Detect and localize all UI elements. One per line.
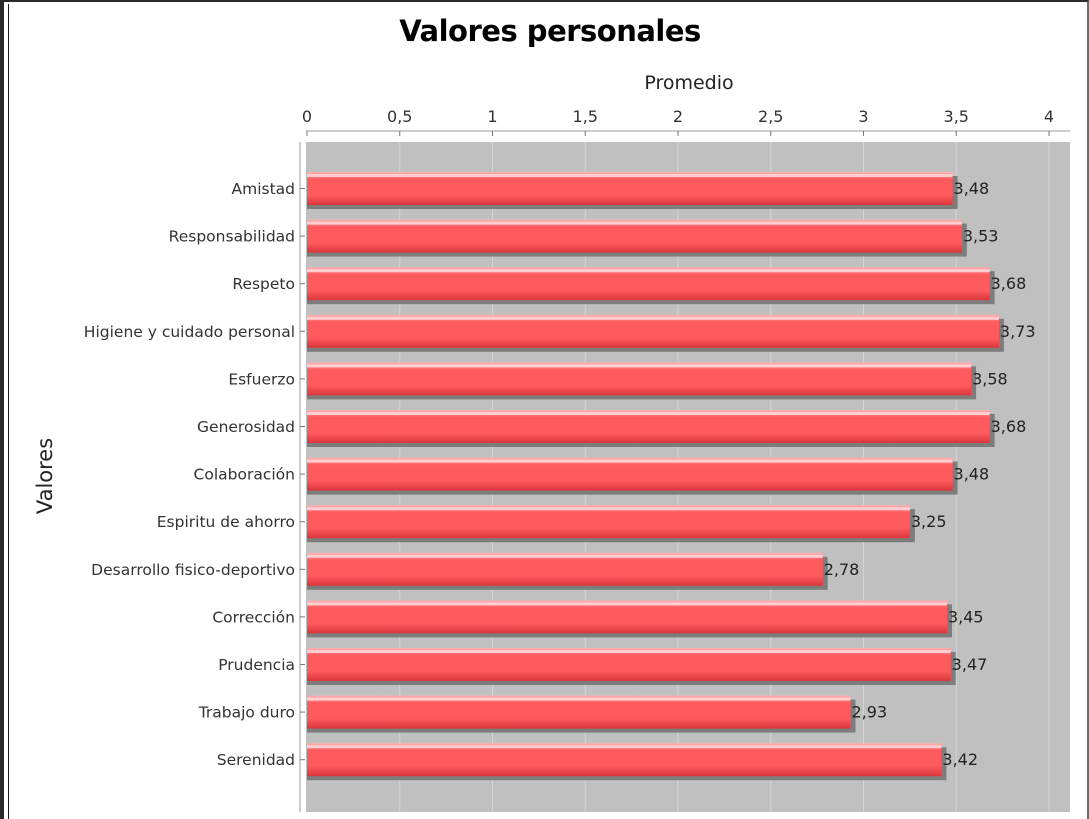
value-label: 3,42	[942, 750, 978, 769]
category-label: Colaboración	[194, 466, 295, 484]
bar	[307, 267, 990, 301]
x-tick-label: 4	[1044, 107, 1054, 126]
category-label: Amistad	[232, 180, 296, 198]
category-label: Responsabilidad	[169, 228, 295, 246]
x-tick-label: 2,5	[758, 107, 783, 126]
value-label: 3,53	[963, 227, 999, 246]
bar-highlight	[307, 221, 962, 225]
bar-highlight	[307, 697, 851, 701]
category-label: Trabajo duro	[198, 704, 295, 722]
bar	[307, 743, 942, 777]
bar	[307, 219, 962, 253]
value-label: 3,68	[991, 417, 1027, 436]
x-tick-label: 0	[302, 107, 312, 126]
bar	[307, 552, 823, 586]
value-label: 3,45	[948, 607, 984, 626]
bar-highlight	[307, 316, 999, 320]
bar	[307, 172, 953, 205]
frame-divider	[8, 4, 9, 819]
category-label: Respeto	[232, 275, 295, 293]
category-label: Prudencia	[218, 656, 295, 674]
bar-highlight	[307, 507, 910, 511]
bar	[307, 362, 972, 396]
value-label: 3,48	[954, 465, 990, 484]
x-tick-label: 3,5	[944, 107, 969, 126]
bar-highlight	[307, 602, 947, 606]
bar	[307, 695, 851, 729]
bar	[307, 648, 951, 681]
category-label: Desarrollo fisico-deportivo	[91, 561, 295, 579]
bar	[307, 457, 953, 491]
x-tick-label: 2	[673, 107, 683, 126]
value-label: 3,58	[972, 369, 1008, 388]
value-label: 3,73	[1000, 322, 1036, 341]
bar-highlight	[307, 459, 953, 463]
category-label: Serenidad	[217, 751, 295, 769]
x-tick-label: 0,5	[387, 107, 412, 126]
value-label: 3,48	[954, 179, 990, 198]
x-axis-label: Promedio	[644, 72, 734, 94]
value-label: 2,78	[824, 560, 860, 579]
bar-highlight	[307, 745, 942, 749]
x-tick-label: 1,5	[573, 107, 598, 126]
value-label: 3,68	[991, 274, 1027, 293]
category-label: Higiene y cuidado personal	[84, 323, 295, 341]
category-label: Espiritu de ahorro	[157, 513, 295, 531]
category-label: Corrección	[212, 608, 295, 626]
x-tick-label: 3	[858, 107, 868, 126]
bar-highlight	[307, 650, 951, 653]
value-label: 2,93	[852, 703, 888, 722]
bar-highlight	[307, 412, 990, 415]
bar	[307, 600, 947, 634]
chart-title: Valores personales	[399, 14, 701, 48]
bar-highlight	[307, 364, 972, 368]
category-label: Generosidad	[197, 418, 295, 436]
bar	[307, 505, 910, 539]
value-label: 3,25	[911, 512, 947, 531]
x-tick-label: 1	[487, 107, 497, 126]
bar	[307, 410, 990, 443]
bar-highlight	[307, 269, 990, 273]
value-label: 3,47	[952, 655, 988, 674]
category-label: Esfuerzo	[228, 370, 295, 388]
bar-highlight	[307, 554, 823, 558]
bar-highlight	[307, 174, 953, 177]
bar	[307, 314, 999, 348]
